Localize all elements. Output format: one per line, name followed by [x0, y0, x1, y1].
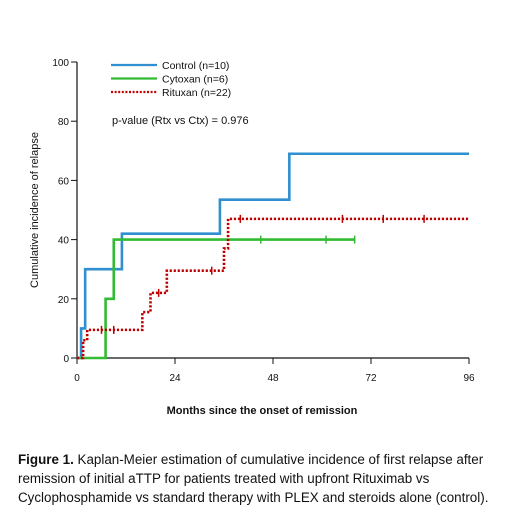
y-axis-label: Cumulative incidence of relapse [29, 132, 41, 288]
series-line-1 [77, 152, 469, 360]
kaplan-meier-chart: 0 20 40 60 80 100 0 24 48 72 96 Control (n=10) Cyto… [29, 58, 475, 417]
chart-legend: Control (n=10) Cytoxan (n=6)Rituxan (n=22… [111, 60, 231, 99]
x-tick-label: 24 [169, 373, 181, 384]
series-line-3 [77, 217, 469, 360]
legend-label: Rituxan (n=22) [162, 87, 231, 99]
y-tick-label: 40 [58, 236, 70, 247]
series-line-2 [77, 238, 355, 360]
x-tick-label: 0 [74, 373, 80, 384]
caption-text: Kaplan-Meier estimation of cumulative in… [18, 452, 489, 505]
chart-series [77, 152, 469, 360]
x-tick-label: 96 [463, 373, 475, 384]
chart-axes: 0 20 40 60 80 100 0 24 48 72 96 [52, 58, 475, 384]
y-tick-label: 0 [63, 354, 69, 365]
y-tick-label: 60 [58, 176, 70, 187]
x-axis-label: Months since the onset of remission [167, 405, 358, 417]
y-tick-label: 20 [58, 295, 70, 306]
x-tick-label: 48 [267, 373, 279, 384]
legend-label: Control (n=10) [162, 60, 229, 72]
y-tick-label: 80 [58, 117, 70, 128]
p-value-annotation: p-value (Rtx vs Ctx) = 0.976 [112, 115, 249, 127]
y-tick-label: 100 [52, 58, 69, 69]
x-tick-label: 72 [365, 373, 377, 384]
legend-label: Cytoxan (n=6) [162, 74, 228, 86]
caption-label: Figure 1. [18, 452, 74, 467]
figure-caption: Figure 1. Kaplan-Meier estimation of cum… [18, 450, 512, 507]
